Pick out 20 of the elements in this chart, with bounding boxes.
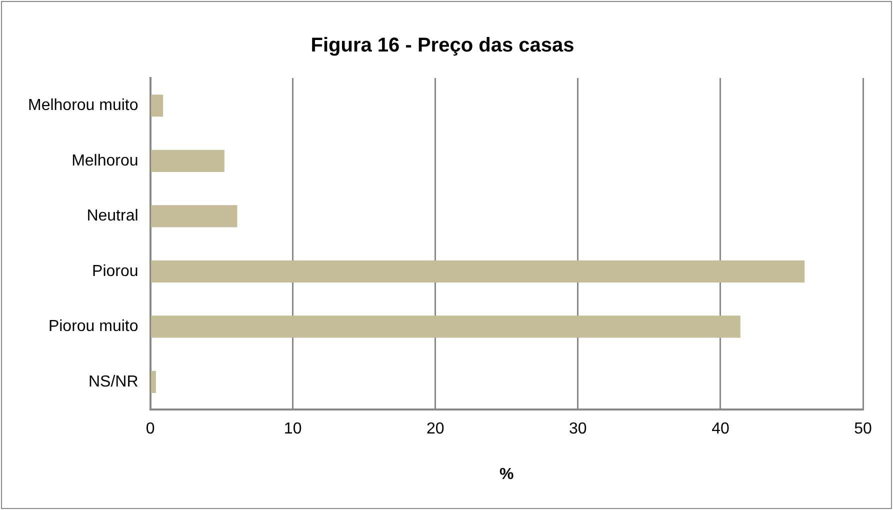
x-tick-label: 20 (426, 420, 444, 438)
bar (151, 260, 805, 282)
y-tick-label: NS/NR (88, 373, 138, 390)
bar (151, 370, 156, 394)
x-axis-title: % (500, 466, 514, 483)
bar (151, 205, 238, 228)
x-tick-label: 0 (146, 420, 155, 438)
y-tick-label: Piorou muito (48, 318, 138, 336)
bar (151, 150, 224, 172)
x-tick-label: 50 (854, 420, 872, 438)
chart-title: Figura 16 - Preço das casas (310, 34, 574, 57)
bar (151, 316, 740, 338)
y-tick-label: Piorou (92, 262, 138, 280)
y-tick-label: Neutral (86, 208, 138, 225)
y-tick-label: Melhorou muito (28, 97, 138, 114)
bar (151, 94, 164, 117)
x-tick-label: 40 (712, 420, 730, 438)
x-tick-label: 30 (569, 420, 587, 438)
x-tick-label: 10 (284, 420, 302, 438)
y-tick-label: Melhorou (72, 152, 138, 170)
